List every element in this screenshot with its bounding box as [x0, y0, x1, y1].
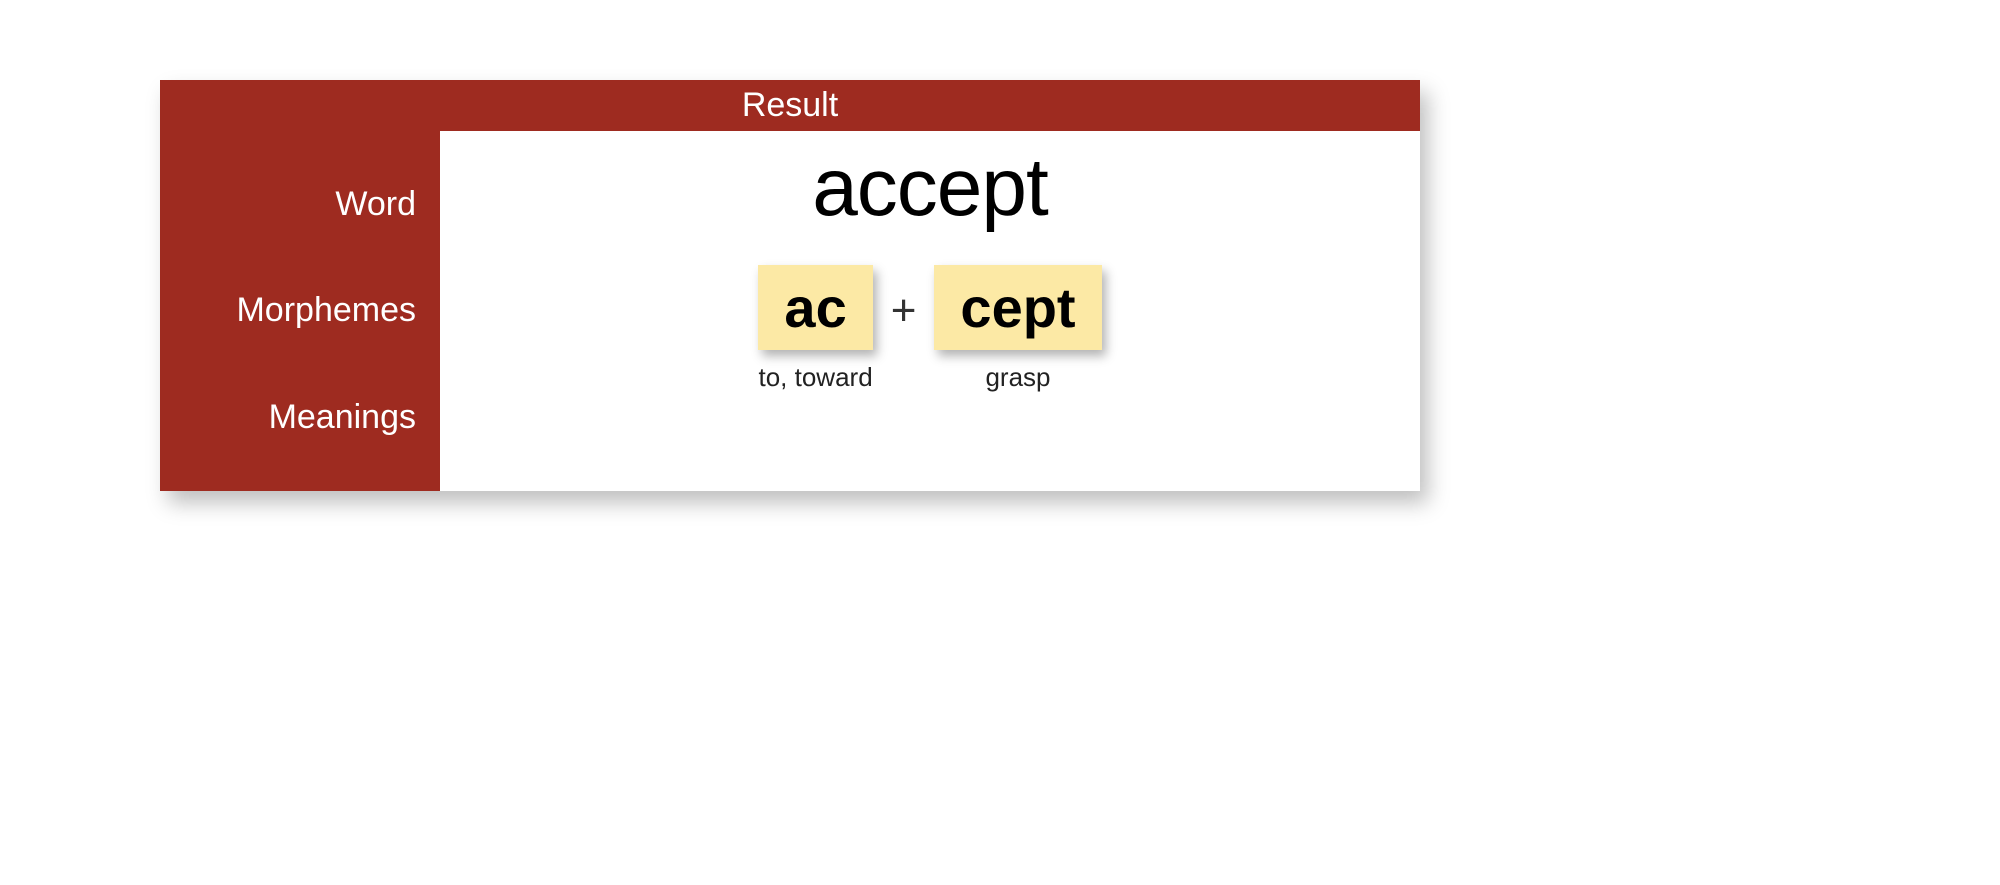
sidebar-label-morphemes: Morphemes	[236, 291, 416, 330]
morpheme-box-0: ac	[758, 265, 872, 350]
morpheme-col-1: cept grasp	[934, 265, 1101, 393]
header-title: Result	[742, 86, 838, 124]
sidebar: Word Morphemes Meanings	[160, 131, 440, 491]
result-card: Result Word Morphemes Meanings accept ac…	[160, 80, 1420, 491]
content-area: accept ac to, toward + cept grasp	[440, 131, 1420, 491]
header-bar: Result	[160, 80, 1420, 131]
sidebar-label-meanings: Meanings	[269, 398, 416, 437]
sidebar-label-word: Word	[335, 185, 416, 224]
meaning-1: grasp	[985, 362, 1050, 393]
morpheme-col-0: ac to, toward	[758, 265, 872, 393]
morpheme-row: ac to, toward + cept grasp	[758, 265, 1101, 393]
word-display: accept	[812, 141, 1048, 235]
morpheme-box-1: cept	[934, 265, 1101, 350]
joiner-plus: +	[891, 286, 917, 336]
meaning-0: to, toward	[758, 362, 872, 393]
